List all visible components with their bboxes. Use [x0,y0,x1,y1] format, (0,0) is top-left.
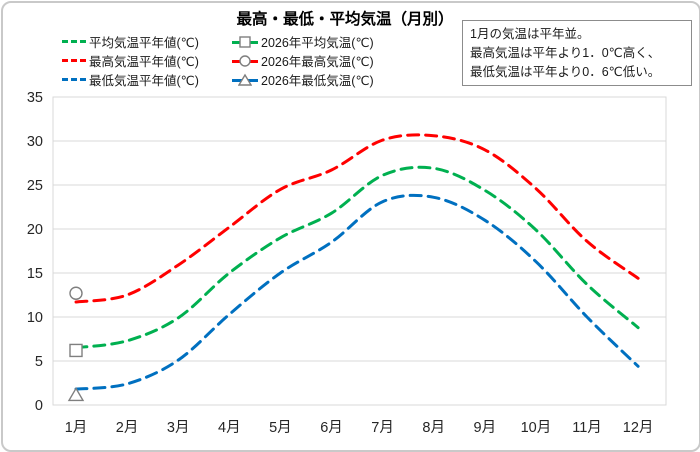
legend-row-min: 最低気温平年値(℃) 2026年最低気温(℃) [62,70,482,89]
y-tick-label: 5 [35,354,43,370]
x-tick-label: 5月 [269,420,292,436]
legend-row-average: 平均気温平年値(℃) 2026年平均気温(℃) [62,32,482,51]
square-marker [69,343,83,358]
y-tick-label: 20 [27,222,43,238]
x-tick-label: 10月 [521,420,552,436]
x-tick-label: 1月 [65,420,88,436]
legend-label-average-2026: 2026年平均気温(℃) [261,36,374,50]
chart-title: 最高・最低・平均気温（月別） [236,11,454,28]
max-2026-swatch [232,54,258,68]
legend-row-max: 最高気温平年値(℃) 2026年最高気温(℃) [62,51,482,70]
max-normal-dash-swatch [62,59,86,62]
x-tick-label: 4月 [218,420,241,436]
triangle-marker [67,387,85,402]
series-path-1 [74,165,640,350]
square-marker [239,35,251,48]
average-normal-dash-swatch [62,40,86,43]
annotation-line-3: 最低気温は平年より0．6℃低い。 [470,65,661,79]
x-tick-label: 11月 [572,420,602,436]
x-tick-label: 8月 [422,420,445,436]
x-tick-label: 2月 [116,420,139,436]
x-tick-label: 6月 [320,420,343,436]
triangle-marker [237,73,253,86]
y-tick-label: 35 [27,90,43,106]
legend-label-max-normal: 最高気温平年値(℃) [89,55,199,69]
chart-legend: 平均気温平年値(℃) 2026年平均気温(℃) 最高気温平年値(℃) 2026年… [62,32,482,89]
x-tick-label: 7月 [371,420,394,436]
circle-marker [69,286,83,300]
legend-label-max-2026: 2026年最高気温(℃) [261,55,374,69]
legend-label-average-normal: 平均気温平年値(℃) [89,36,199,50]
series-path-2 [74,193,640,391]
plot-area-border [52,96,667,406]
legend-label-min-2026: 2026年最低気温(℃) [261,74,374,88]
square-marker-icon [238,35,252,49]
y-tick-label: 0 [35,398,43,414]
x-tick-label: 12月 [623,420,654,436]
y-tick-label: 25 [27,178,43,194]
series-path-0 [74,133,640,304]
legend-label-min-normal: 最低気温平年値(℃) [89,74,199,88]
annotation-line-2: 最高気温は平年より1．0℃高く、 [470,46,661,60]
annotation-box: 1月の気温は平年並。 最高気温は平年より1．0℃高く、 最低気温は平年より0．6… [462,20,692,86]
circle-marker-icon [238,54,252,68]
y-tick-label: 15 [27,266,43,282]
average-2026-swatch [232,35,258,49]
x-tick-label: 9月 [474,420,497,436]
triangle-marker-icon [237,73,253,87]
min-2026-swatch [232,73,258,87]
annotation-line-1: 1月の気温は平年並。 [470,27,590,41]
y-tick-label: 10 [27,310,43,326]
circle-marker [239,54,251,67]
y-tick-label: 30 [27,134,43,150]
min-normal-dash-swatch [62,78,86,81]
x-tick-label: 3月 [167,420,190,436]
